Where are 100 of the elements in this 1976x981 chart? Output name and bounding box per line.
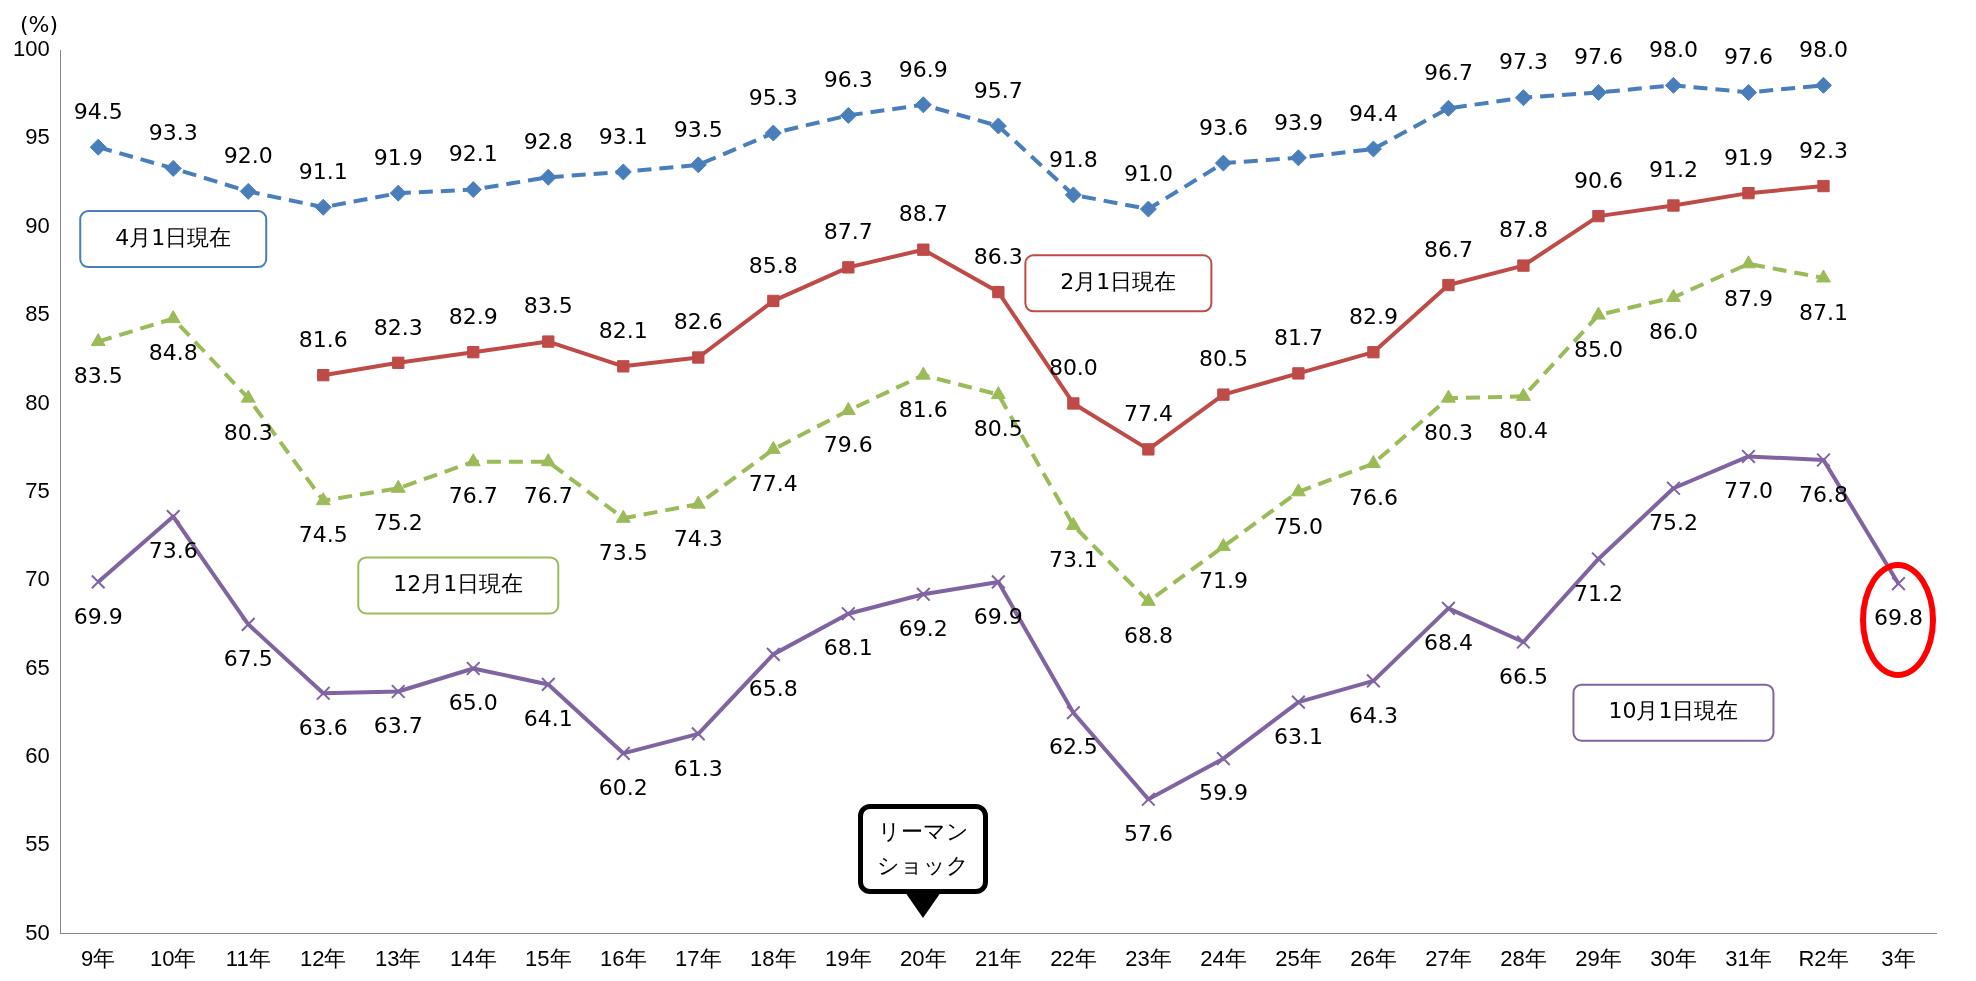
data-label: 79.6 (823, 432, 873, 458)
data-label: 80.5 (973, 416, 1023, 442)
x-tick-label: 14年 (450, 945, 497, 971)
data-label: 91.8 (1048, 146, 1098, 172)
data-label: 88.7 (898, 201, 948, 227)
data-label: 87.9 (1723, 285, 1773, 311)
data-label: 84.8 (148, 340, 198, 366)
text: 10月1日現在 (1608, 698, 1739, 724)
data-label: 73.1 (1048, 547, 1098, 573)
data-label: 93.1 (598, 123, 648, 149)
data-label: 91.9 (1723, 144, 1773, 170)
data-label: 87.1 (1798, 299, 1848, 325)
data-label: 98.0 (1648, 37, 1698, 63)
x-tick-label: 15年 (525, 945, 572, 971)
data-label: 81.6 (298, 326, 348, 352)
data-label: 64.1 (523, 706, 573, 732)
data-label: 96.9 (898, 56, 948, 82)
data-label: 91.9 (373, 144, 423, 170)
data-label: 59.9 (1198, 780, 1248, 806)
y-tick-label: 70 (25, 566, 50, 592)
x-tick-label: 18年 (750, 945, 797, 971)
x-tick-label: 16年 (600, 945, 647, 971)
data-label: 93.9 (1273, 109, 1323, 135)
data-label: 97.6 (1573, 44, 1623, 70)
data-label: 92.3 (1798, 137, 1848, 163)
data-label: 86.3 (973, 243, 1023, 269)
data-label: 96.3 (823, 67, 873, 93)
data-label: 73.5 (598, 540, 648, 566)
data-label: 82.3 (373, 314, 423, 340)
data-label: 82.9 (1348, 303, 1398, 329)
data-label: 74.5 (298, 522, 348, 548)
y-tick-label: 100 (12, 36, 50, 62)
data-label: 75.2 (1648, 509, 1698, 535)
x-tick-label: 3年 (1881, 945, 1916, 971)
x-tick-label: 27年 (1425, 945, 1472, 971)
x-tick-label: 24年 (1200, 945, 1247, 971)
data-label: 81.6 (898, 396, 948, 422)
data-label: 95.7 (973, 77, 1023, 103)
data-label: 93.6 (1198, 114, 1248, 140)
data-label: 69.2 (898, 616, 948, 642)
y-tick-label: 80 (25, 389, 50, 415)
x-tick-label: 22年 (1050, 945, 1097, 971)
data-label: 97.6 (1723, 44, 1773, 70)
data-label: 86.0 (1648, 319, 1698, 345)
x-tick-label: 13年 (375, 945, 422, 971)
data-label: 91.1 (298, 159, 348, 184)
data-label: 81.7 (1273, 325, 1323, 351)
data-label: 61.3 (673, 755, 723, 781)
data-label: 95.3 (748, 84, 798, 110)
data-label: 94.5 (73, 98, 123, 124)
data-label: 91.2 (1648, 157, 1698, 183)
y-tick-label: 55 (25, 831, 50, 857)
data-label: 63.1 (1273, 723, 1323, 749)
x-tick-label: 10年 (149, 945, 197, 971)
y-tick-label: 85 (25, 301, 50, 327)
data-label: 80.3 (1423, 419, 1473, 445)
data-label: 71.2 (1573, 580, 1623, 606)
text: 12月1日現在 (393, 571, 524, 597)
data-label: 73.6 (148, 538, 198, 564)
data-label: 71.9 (1198, 568, 1248, 594)
y-axis-title: (%) (20, 11, 59, 37)
x-tick-label: 19年 (825, 945, 872, 971)
data-label: 63.6 (298, 714, 348, 740)
x-tick-label: 26年 (1350, 945, 1397, 971)
data-label: 76.7 (448, 483, 498, 509)
x-tick-label: 12年 (300, 945, 347, 971)
x-tick-label: 23年 (1125, 945, 1172, 971)
data-label: 85.8 (748, 252, 798, 278)
annotation: リーマンショック (858, 803, 989, 894)
x-tick-label: R2年 (1798, 945, 1849, 971)
x-tick-label: 31年 (1725, 945, 1772, 971)
y-tick-label: 50 (25, 919, 50, 945)
data-label: 65.0 (448, 690, 498, 716)
data-label: 94.4 (1348, 100, 1398, 126)
data-label: 76.7 (523, 483, 573, 509)
data-label: 91.0 (1123, 160, 1173, 186)
data-label: 87.7 (823, 219, 873, 245)
data-label: 80.4 (1498, 418, 1548, 444)
data-label: 83.5 (73, 363, 123, 389)
x-tick-label: 25年 (1275, 945, 1322, 971)
data-label: 67.5 (223, 646, 273, 672)
data-label: 63.7 (373, 713, 423, 739)
data-label: 76.6 (1348, 485, 1398, 511)
data-label: 92.0 (223, 143, 273, 169)
x-tick-label: 17年 (675, 945, 722, 971)
data-label: 60.2 (598, 775, 648, 801)
x-tick-label: 29年 (1575, 945, 1622, 971)
data-label: 80.3 (223, 419, 273, 445)
data-label: 65.8 (748, 676, 798, 702)
data-label: 97.3 (1498, 49, 1548, 75)
x-tick-label: 9年 (81, 945, 116, 971)
text: 2月1日現在 (1060, 268, 1177, 294)
data-label: 92.8 (523, 128, 573, 154)
data-label: 92.1 (448, 141, 498, 167)
data-label: 77.4 (748, 471, 798, 497)
x-tick-label: 28年 (1500, 945, 1547, 971)
x-tick-label: 30年 (1650, 945, 1697, 971)
data-label: 57.6 (1123, 821, 1173, 847)
data-label: 83.5 (523, 293, 573, 319)
data-label: 98.0 (1798, 37, 1848, 63)
